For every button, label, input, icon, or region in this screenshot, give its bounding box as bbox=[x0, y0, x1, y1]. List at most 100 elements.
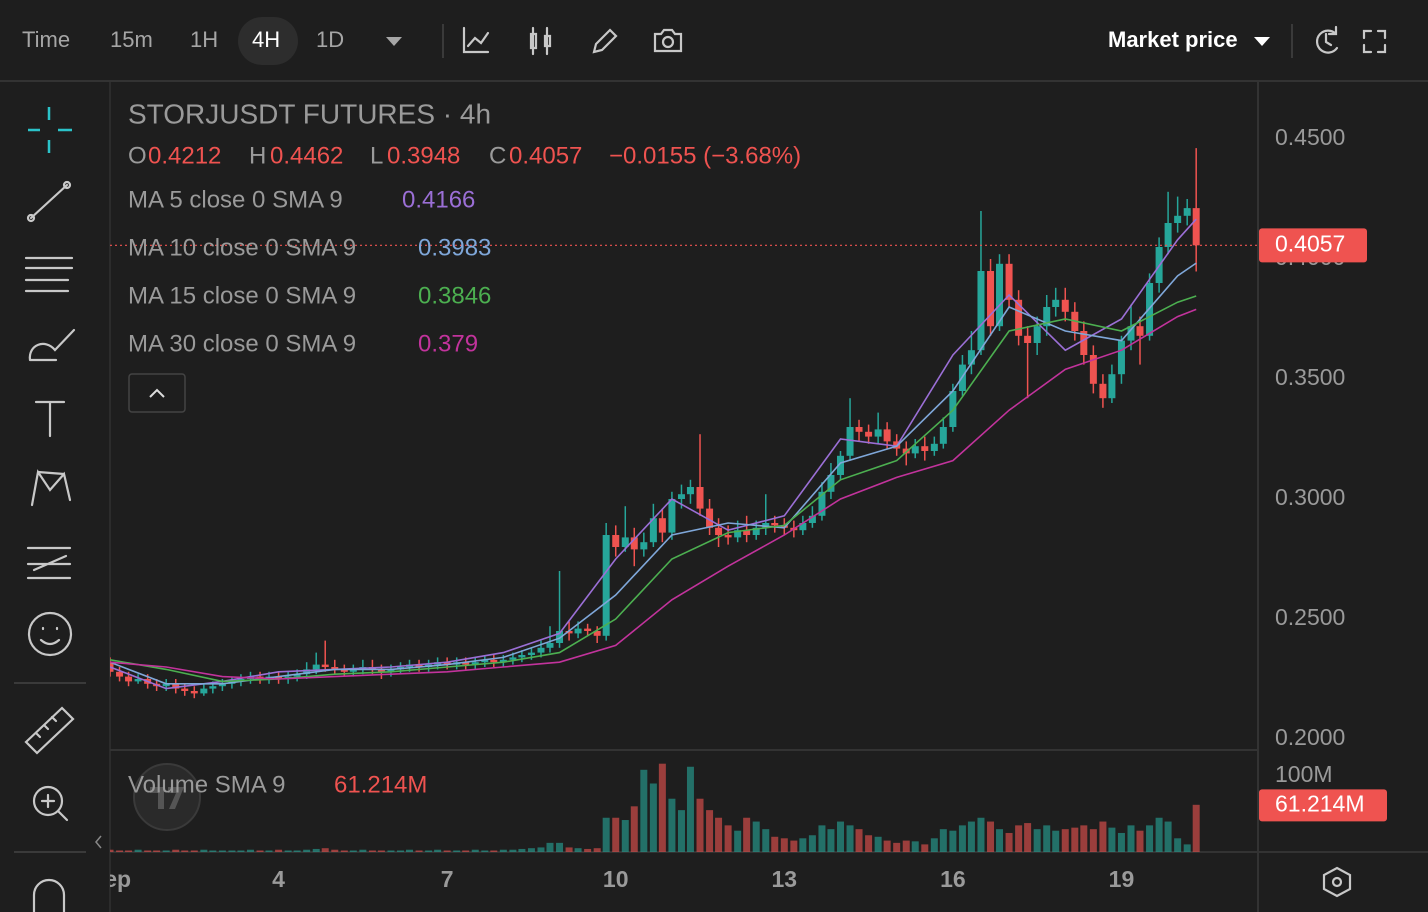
brush-tool[interactable] bbox=[28, 328, 76, 362]
volume-bar bbox=[958, 825, 966, 852]
candle-body bbox=[818, 491, 826, 516]
candle-body bbox=[921, 446, 929, 451]
screenshot-icon[interactable] bbox=[653, 28, 683, 53]
volume-bar bbox=[481, 850, 489, 852]
candle-body bbox=[630, 537, 638, 550]
x-tick-label: 13 bbox=[772, 866, 798, 892]
candle-body bbox=[490, 659, 498, 663]
interval-button[interactable]: Time bbox=[22, 27, 70, 52]
magnet-tool[interactable] bbox=[32, 878, 66, 912]
volume-bar bbox=[1005, 832, 1013, 852]
volume-bar bbox=[836, 821, 844, 852]
candle-body bbox=[584, 628, 592, 631]
candle-body bbox=[340, 669, 348, 672]
volume-bar bbox=[1052, 830, 1060, 852]
volume-legend: Volume SMA 9 bbox=[128, 771, 285, 798]
volume-bar bbox=[462, 850, 470, 852]
collapse-legend[interactable] bbox=[128, 373, 186, 413]
ohlc-key: C bbox=[489, 142, 506, 169]
volume-bar bbox=[162, 850, 170, 852]
candle-body bbox=[874, 429, 882, 437]
reset-icon[interactable] bbox=[1315, 25, 1339, 54]
candle-body bbox=[556, 631, 564, 643]
volume-bar bbox=[527, 848, 535, 852]
line-tool[interactable] bbox=[26, 180, 72, 223]
x-tick-label: 4 bbox=[272, 866, 285, 892]
volume-bar bbox=[110, 849, 114, 852]
candle-body bbox=[743, 530, 751, 535]
candle-body bbox=[387, 669, 395, 672]
candle-body bbox=[846, 427, 854, 456]
volume-bar bbox=[1024, 823, 1032, 852]
fullscreen-icon[interactable] bbox=[1362, 29, 1387, 54]
ma-legend-value: 0.3846 bbox=[418, 282, 491, 309]
pattern-tool[interactable] bbox=[30, 469, 72, 507]
volume-bar bbox=[1089, 829, 1097, 852]
settings-icon[interactable] bbox=[1322, 866, 1352, 898]
candle-body bbox=[706, 508, 714, 528]
candle-body bbox=[1164, 223, 1172, 247]
interval-button[interactable]: 4H bbox=[252, 27, 280, 52]
candle-body bbox=[293, 674, 301, 677]
indicator-icon[interactable] bbox=[462, 26, 490, 54]
ma-legend-value: 0.379 bbox=[418, 330, 478, 357]
volume-bar bbox=[658, 763, 666, 852]
candle-body bbox=[762, 523, 770, 528]
candle-body bbox=[593, 631, 601, 636]
volume-bar bbox=[762, 829, 770, 852]
volume-bar bbox=[349, 850, 357, 852]
interval-button[interactable]: 15m bbox=[110, 27, 153, 52]
volume-bar bbox=[883, 840, 891, 852]
fib-tool[interactable] bbox=[24, 256, 74, 293]
ma-legend-name: MA 10 close 0 SMA 9 bbox=[128, 234, 356, 261]
candle-body bbox=[518, 655, 526, 658]
candle-body bbox=[134, 679, 142, 682]
candle-body bbox=[331, 667, 339, 670]
candle-body bbox=[462, 662, 470, 665]
candle-body bbox=[116, 671, 124, 677]
volume-bar bbox=[593, 848, 601, 852]
candle-body bbox=[987, 271, 995, 327]
candle-body bbox=[612, 535, 620, 547]
candle-body bbox=[883, 429, 891, 442]
volume-bar bbox=[275, 849, 283, 852]
volume-bar bbox=[686, 766, 694, 852]
volume-bar bbox=[1015, 825, 1023, 852]
volume-bar bbox=[246, 849, 254, 852]
candle-body bbox=[377, 669, 385, 672]
interval-button[interactable]: 1D bbox=[316, 27, 344, 52]
interval-button[interactable]: 1H bbox=[190, 27, 218, 52]
collapse-sidebar[interactable] bbox=[95, 835, 102, 849]
emoji-tool[interactable] bbox=[27, 611, 73, 657]
interval-dropdown[interactable] bbox=[386, 37, 402, 46]
crosshair-tool[interactable] bbox=[28, 107, 72, 153]
candle-body bbox=[1108, 374, 1116, 399]
candle-body bbox=[977, 271, 985, 351]
volume-bar bbox=[734, 830, 742, 852]
volume-sma-value: 61.214M bbox=[334, 771, 427, 798]
volume-bar bbox=[706, 810, 714, 852]
price-mode[interactable]: Market price bbox=[1108, 27, 1238, 52]
volume-bar bbox=[1164, 821, 1172, 852]
price-mode-dropdown[interactable] bbox=[1254, 37, 1270, 46]
volume-bar bbox=[855, 829, 863, 852]
volume-bar bbox=[911, 841, 919, 852]
zoom-tool[interactable] bbox=[32, 785, 69, 822]
volume-bar bbox=[584, 848, 592, 852]
text-tool[interactable] bbox=[34, 400, 66, 438]
draw-icon[interactable] bbox=[592, 28, 618, 54]
volume-bar bbox=[359, 849, 367, 852]
chart-type-icon[interactable] bbox=[529, 26, 552, 56]
candle-body bbox=[200, 688, 208, 694]
ruler-tool[interactable] bbox=[24, 706, 75, 755]
volume-bar bbox=[116, 850, 124, 852]
prediction-tool[interactable] bbox=[26, 546, 72, 580]
volume-bar bbox=[397, 850, 405, 852]
volume-bar bbox=[518, 848, 526, 852]
volume-bar bbox=[939, 829, 947, 852]
candle-body bbox=[752, 527, 760, 535]
ohlc-key: O bbox=[128, 142, 147, 169]
volume-bar bbox=[415, 850, 423, 852]
volume-bar bbox=[602, 817, 610, 852]
